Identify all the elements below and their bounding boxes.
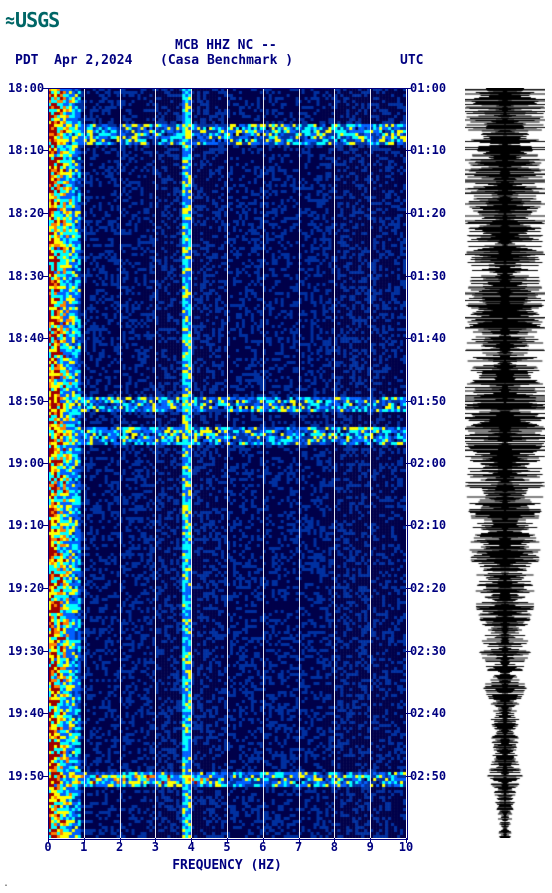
x-tick: 6 — [259, 840, 266, 854]
y-tick-left: 18:00 — [8, 81, 44, 95]
x-tick: 5 — [223, 840, 230, 854]
y-tick-left: 18:10 — [8, 143, 44, 157]
y-tick-right: 02:50 — [410, 769, 446, 783]
spectrogram-plot — [48, 88, 406, 838]
y-tick-right: 01:20 — [410, 206, 446, 220]
waveform-plot — [465, 88, 545, 838]
y-tick-right: 02:20 — [410, 581, 446, 595]
y-tick-right: 01:50 — [410, 394, 446, 408]
x-tick: 4 — [188, 840, 195, 854]
site-name: (Casa Benchmark ) — [160, 53, 293, 68]
y-tick-right: 01:40 — [410, 331, 446, 345]
grid-line — [334, 88, 335, 838]
grid-line — [227, 88, 228, 838]
x-tick: 7 — [295, 840, 302, 854]
y-tick-left: 19:30 — [8, 644, 44, 658]
y-tick-left: 18:20 — [8, 206, 44, 220]
y-tick-left: 19:50 — [8, 769, 44, 783]
left-timezone: PDT Apr 2,2024 — [15, 53, 132, 68]
y-tick-right: 01:00 — [410, 81, 446, 95]
waveform-canvas — [465, 88, 545, 838]
y-tick-right: 02:30 — [410, 644, 446, 658]
grid-line — [191, 88, 192, 838]
right-timezone: UTC — [400, 53, 423, 68]
usgs-logo: ≈USGS — [4, 8, 59, 32]
station-code: MCB HHZ NC -- — [175, 38, 277, 53]
y-axis-left: 18:0018:1018:2018:3018:4018:5019:0019:10… — [8, 88, 48, 838]
x-tick: 2 — [116, 840, 123, 854]
grid-line — [120, 88, 121, 838]
y-tick-left: 19:20 — [8, 581, 44, 595]
y-tick-left: 18:30 — [8, 269, 44, 283]
y-tick-left: 18:40 — [8, 331, 44, 345]
x-tick: 8 — [331, 840, 338, 854]
x-axis-label: FREQUENCY (HZ) — [48, 858, 406, 873]
y-axis-right: 01:0001:1001:2001:3001:4001:5002:0002:10… — [410, 88, 460, 838]
x-tick: 10 — [399, 840, 413, 854]
x-tick: 9 — [367, 840, 374, 854]
y-tick-right: 02:40 — [410, 706, 446, 720]
y-tick-right: 01:10 — [410, 143, 446, 157]
y-tick-right: 02:10 — [410, 518, 446, 532]
x-tick: 3 — [152, 840, 159, 854]
x-tick: 0 — [44, 840, 51, 854]
footer-mark: . — [3, 878, 9, 889]
grid-line — [263, 88, 264, 838]
y-tick-left: 18:50 — [8, 394, 44, 408]
y-tick-right: 02:00 — [410, 456, 446, 470]
grid-line — [299, 88, 300, 838]
grid-line — [155, 88, 156, 838]
y-tick-right: 01:30 — [410, 269, 446, 283]
y-tick-left: 19:40 — [8, 706, 44, 720]
y-tick-left: 19:00 — [8, 456, 44, 470]
grid-line — [370, 88, 371, 838]
grid-line — [84, 88, 85, 838]
y-tick-left: 19:10 — [8, 518, 44, 532]
x-tick: 1 — [80, 840, 87, 854]
